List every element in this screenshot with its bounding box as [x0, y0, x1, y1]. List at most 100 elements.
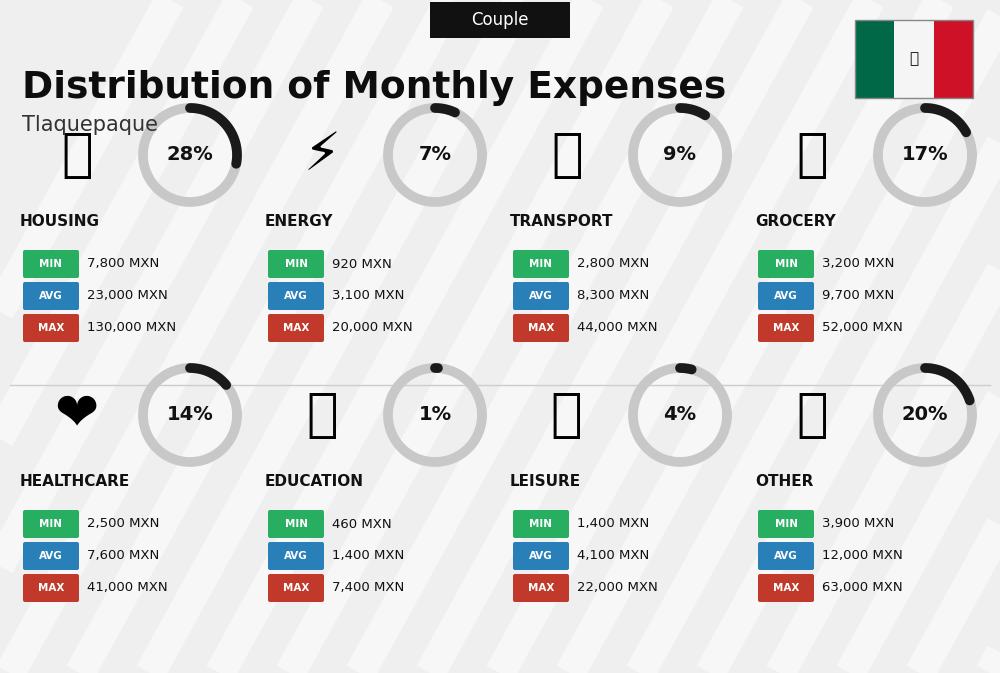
FancyBboxPatch shape — [513, 542, 569, 570]
FancyBboxPatch shape — [268, 574, 324, 602]
FancyBboxPatch shape — [268, 282, 324, 310]
Text: GROCERY: GROCERY — [755, 215, 836, 229]
FancyBboxPatch shape — [513, 314, 569, 342]
Text: 2,800 MXN: 2,800 MXN — [577, 258, 649, 271]
Text: 7,400 MXN: 7,400 MXN — [332, 581, 404, 594]
Text: ⚡: ⚡ — [304, 129, 340, 181]
Text: 7,600 MXN: 7,600 MXN — [87, 549, 159, 563]
Text: HOUSING: HOUSING — [20, 215, 100, 229]
Text: 12,000 MXN: 12,000 MXN — [822, 549, 903, 563]
FancyBboxPatch shape — [23, 250, 79, 278]
Text: MIN: MIN — [40, 519, 62, 529]
FancyBboxPatch shape — [23, 574, 79, 602]
Text: 17%: 17% — [902, 145, 948, 164]
Text: 9%: 9% — [664, 145, 696, 164]
Text: MIN: MIN — [285, 519, 308, 529]
Text: 🚌: 🚌 — [551, 129, 583, 181]
Text: MIN: MIN — [40, 259, 62, 269]
Text: 3,900 MXN: 3,900 MXN — [822, 518, 894, 530]
Text: 💰: 💰 — [796, 389, 828, 441]
Text: 3,200 MXN: 3,200 MXN — [822, 258, 894, 271]
Text: MAX: MAX — [283, 583, 309, 593]
Text: 1,400 MXN: 1,400 MXN — [332, 549, 404, 563]
FancyBboxPatch shape — [758, 510, 814, 538]
FancyBboxPatch shape — [758, 250, 814, 278]
FancyBboxPatch shape — [758, 314, 814, 342]
FancyBboxPatch shape — [513, 510, 569, 538]
Text: 14%: 14% — [167, 406, 213, 425]
Text: EDUCATION: EDUCATION — [265, 474, 364, 489]
Text: AVG: AVG — [529, 551, 553, 561]
FancyBboxPatch shape — [758, 282, 814, 310]
Text: AVG: AVG — [39, 551, 63, 561]
Text: AVG: AVG — [284, 291, 308, 301]
Text: 41,000 MXN: 41,000 MXN — [87, 581, 168, 594]
FancyBboxPatch shape — [513, 250, 569, 278]
Text: MIN: MIN — [530, 519, 552, 529]
FancyBboxPatch shape — [758, 542, 814, 570]
Bar — [894, 20, 934, 98]
Text: 22,000 MXN: 22,000 MXN — [577, 581, 658, 594]
Text: 4,100 MXN: 4,100 MXN — [577, 549, 649, 563]
Text: 🛒: 🛒 — [796, 129, 828, 181]
Text: 7,800 MXN: 7,800 MXN — [87, 258, 159, 271]
Text: MAX: MAX — [773, 583, 799, 593]
FancyBboxPatch shape — [430, 2, 570, 38]
Text: MIN: MIN — [285, 259, 308, 269]
Text: 8,300 MXN: 8,300 MXN — [577, 289, 649, 302]
Text: AVG: AVG — [39, 291, 63, 301]
FancyBboxPatch shape — [268, 510, 324, 538]
Text: Couple: Couple — [471, 11, 529, 29]
FancyBboxPatch shape — [23, 282, 79, 310]
Text: TRANSPORT: TRANSPORT — [510, 215, 614, 229]
FancyBboxPatch shape — [268, 542, 324, 570]
Text: 920 MXN: 920 MXN — [332, 258, 392, 271]
Text: MAX: MAX — [773, 323, 799, 333]
Text: MIN: MIN — [530, 259, 552, 269]
Text: 🛍️: 🛍️ — [551, 389, 583, 441]
Text: MIN: MIN — [774, 259, 798, 269]
FancyBboxPatch shape — [513, 574, 569, 602]
FancyBboxPatch shape — [268, 250, 324, 278]
Text: AVG: AVG — [529, 291, 553, 301]
Text: AVG: AVG — [774, 291, 798, 301]
Text: 🏢: 🏢 — [61, 129, 93, 181]
Text: 23,000 MXN: 23,000 MXN — [87, 289, 168, 302]
Text: ENERGY: ENERGY — [265, 215, 334, 229]
Text: 9,700 MXN: 9,700 MXN — [822, 289, 894, 302]
Text: 1,400 MXN: 1,400 MXN — [577, 518, 649, 530]
Text: MAX: MAX — [283, 323, 309, 333]
Text: 🎓: 🎓 — [306, 389, 338, 441]
Text: Distribution of Monthly Expenses: Distribution of Monthly Expenses — [22, 70, 726, 106]
FancyBboxPatch shape — [23, 510, 79, 538]
Bar — [855, 20, 894, 98]
Text: 28%: 28% — [167, 145, 213, 164]
FancyBboxPatch shape — [23, 542, 79, 570]
Text: MAX: MAX — [38, 583, 64, 593]
Text: 2,500 MXN: 2,500 MXN — [87, 518, 159, 530]
Text: 7%: 7% — [418, 145, 452, 164]
Text: 4%: 4% — [663, 406, 697, 425]
Text: 52,000 MXN: 52,000 MXN — [822, 322, 903, 334]
Text: 🦅: 🦅 — [909, 52, 919, 67]
Text: 3,100 MXN: 3,100 MXN — [332, 289, 404, 302]
Text: 1%: 1% — [418, 406, 452, 425]
Text: 44,000 MXN: 44,000 MXN — [577, 322, 658, 334]
Text: MAX: MAX — [528, 583, 554, 593]
Text: AVG: AVG — [774, 551, 798, 561]
Text: HEALTHCARE: HEALTHCARE — [20, 474, 130, 489]
Text: 460 MXN: 460 MXN — [332, 518, 392, 530]
Text: 20%: 20% — [902, 406, 948, 425]
Text: 20,000 MXN: 20,000 MXN — [332, 322, 413, 334]
Text: MAX: MAX — [528, 323, 554, 333]
FancyBboxPatch shape — [23, 314, 79, 342]
Text: OTHER: OTHER — [755, 474, 813, 489]
Text: LEISURE: LEISURE — [510, 474, 581, 489]
Text: AVG: AVG — [284, 551, 308, 561]
FancyBboxPatch shape — [758, 574, 814, 602]
Bar — [855, 20, 973, 98]
Text: ❤️: ❤️ — [55, 389, 99, 441]
Text: MAX: MAX — [38, 323, 64, 333]
Text: MIN: MIN — [774, 519, 798, 529]
Bar — [934, 20, 973, 98]
